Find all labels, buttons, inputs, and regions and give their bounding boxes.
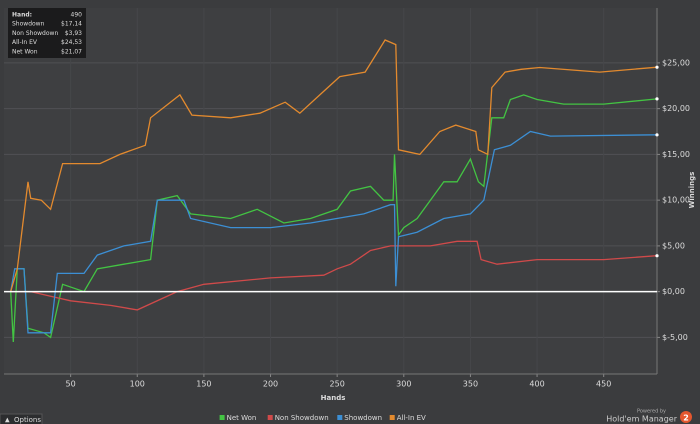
powered-by: Powered by: [637, 409, 666, 415]
end-point: [655, 133, 659, 137]
legend-swatch: [267, 415, 273, 420]
series-line: [10, 130, 658, 334]
product-name: Hold'em Manager: [606, 415, 677, 424]
info-value: $24,53: [61, 39, 82, 46]
y-tick-label: $10,00: [662, 196, 690, 205]
options-label[interactable]: Options: [14, 416, 41, 424]
grid: $-5,00 $0,00 $5,00 $10,00 $15,00 $20,00 $25,00…: [4, 8, 690, 389]
lines: [4, 39, 659, 343]
legend-label: Net Won: [227, 414, 257, 422]
x-tick-label: 300: [396, 380, 411, 389]
x-tick-label: 150: [196, 380, 211, 389]
info-value: $17,14: [61, 21, 82, 28]
info-label: Non Showdown: [12, 30, 58, 37]
x-tick-label: 350: [463, 380, 478, 389]
series-line: [10, 240, 658, 311]
legend-swatch: [389, 415, 395, 420]
y-tick-label: $25,00: [662, 58, 690, 67]
options-arrow[interactable]: ▲: [5, 417, 10, 424]
info-label: Showdown: [12, 21, 45, 28]
info-label: Hand:: [12, 12, 32, 19]
version-badge: [680, 411, 692, 423]
legend-swatch: [337, 415, 343, 420]
x-tick-label: 250: [330, 380, 345, 389]
info-value: $3,93: [65, 30, 82, 37]
legend: Net Won Non Showdown Showdown All-In EV: [219, 414, 426, 422]
y-tick-label: $0,00: [662, 287, 685, 296]
options-button-bg[interactable]: [0, 413, 43, 424]
end-point: [655, 65, 659, 69]
version-number: 2: [683, 414, 689, 423]
y-tick-label: $5,00: [662, 241, 685, 250]
x-tick-label: 100: [130, 380, 145, 389]
end-point: [655, 254, 659, 258]
legend-label: Non Showdown: [275, 414, 329, 422]
legend-label: All-In EV: [397, 414, 426, 422]
legend-swatch: [219, 415, 225, 420]
info-label: Net Won: [12, 48, 38, 55]
end-point: [655, 97, 659, 101]
info-value: $21,07: [61, 48, 82, 55]
x-tick-label: 450: [596, 380, 611, 389]
options-button[interactable]: ▲ Options: [0, 413, 43, 424]
y-axis-label: Winnings: [688, 172, 696, 209]
x-tick-label: 400: [529, 380, 544, 389]
series-line: [10, 94, 658, 343]
y-tick-label: $-5,00: [662, 333, 688, 342]
series-line: [10, 39, 658, 292]
y-tick-label: $20,00: [662, 104, 690, 113]
legend-label: Showdown: [344, 414, 382, 422]
x-axis-label: Hands: [321, 394, 346, 402]
x-tick-label: 200: [263, 380, 278, 389]
plot-area: [4, 8, 657, 374]
info-label: All-In EV: [12, 39, 38, 46]
branding: Powered by Hold'em Manager 2: [606, 409, 692, 424]
y-tick-label: $15,00: [662, 150, 690, 159]
x-tick-label: 50: [66, 380, 76, 389]
info-box-bg: [8, 8, 86, 58]
info-value: 490: [71, 12, 83, 19]
